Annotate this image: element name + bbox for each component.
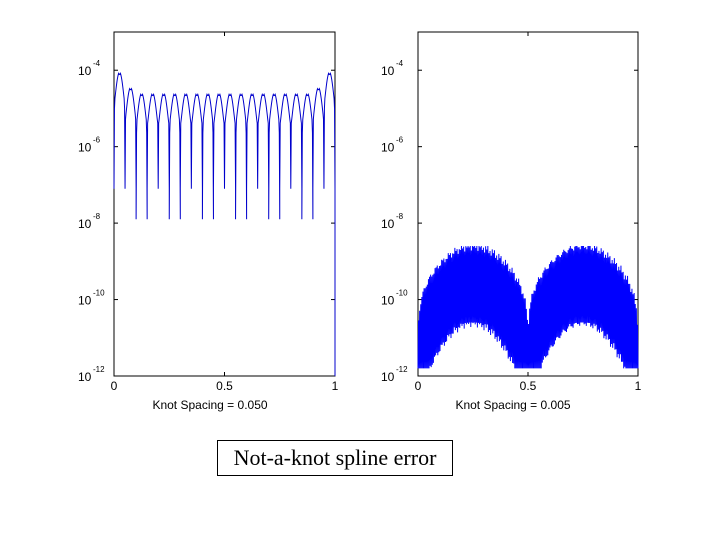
svg-text:-12: -12 <box>93 365 105 374</box>
right-x-tick-labels: 0 0.5 1 <box>415 379 642 393</box>
svg-text:-4: -4 <box>93 59 101 68</box>
svg-text:-4: -4 <box>396 59 404 68</box>
svg-text:10: 10 <box>78 217 92 231</box>
svg-text:-12: -12 <box>396 365 408 374</box>
svg-text:10: 10 <box>381 294 395 308</box>
svg-text:10: 10 <box>381 64 395 78</box>
svg-text:-6: -6 <box>396 136 404 145</box>
svg-text:-6: -6 <box>93 136 101 145</box>
svg-text:10: 10 <box>78 294 92 308</box>
svg-text:10: 10 <box>78 141 92 155</box>
right-y-tick-label: 10-4 <box>381 59 404 78</box>
left-subplot: 10-4 10-6 10-8 10-10 10-12 0 0.5 1 Knot … <box>78 31 339 412</box>
left-y-tick-label: 10-4 <box>78 59 101 78</box>
left-axes-ticks <box>113 32 336 377</box>
right-y-tick-label: 10-8 <box>381 212 404 231</box>
left-y-tick-label: 10-12 <box>78 365 105 384</box>
svg-text:10: 10 <box>381 141 395 155</box>
right-y-tick-labels: 10-4 10-6 10-8 10-10 10-12 <box>381 59 408 384</box>
left-y-tick-label: 10-8 <box>78 212 101 231</box>
caption-box: Not-a-knot spline error <box>217 440 453 476</box>
right-series-line <box>417 246 639 369</box>
svg-text:-8: -8 <box>93 212 101 221</box>
left-y-tick-label: 10-10 <box>78 289 105 308</box>
right-y-tick-label: 10-12 <box>381 365 408 384</box>
right-y-tick-label: 10-10 <box>381 289 408 308</box>
left-x-tick-label: 0.5 <box>216 379 233 393</box>
right-x-tick-label: 0 <box>415 379 422 393</box>
left-x-axis-label: Knot Spacing = 0.050 <box>152 398 267 412</box>
left-x-tick-labels: 0 0.5 1 <box>111 379 339 393</box>
caption-text: Not-a-knot spline error <box>233 445 437 470</box>
svg-text:10: 10 <box>381 217 395 231</box>
left-axes-frame <box>113 31 336 377</box>
right-y-tick-label: 10-6 <box>381 136 404 155</box>
svg-text:-10: -10 <box>93 289 105 298</box>
right-x-tick-label: 0.5 <box>520 379 537 393</box>
left-y-tick-labels: 10-4 10-6 10-8 10-10 10-12 <box>78 59 105 384</box>
svg-text:10: 10 <box>78 64 92 78</box>
right-x-tick-label: 1 <box>635 379 642 393</box>
svg-text:-10: -10 <box>396 289 408 298</box>
left-y-tick-label: 10-6 <box>78 136 101 155</box>
right-x-axis-label: Knot Spacing = 0.005 <box>455 398 570 412</box>
left-x-tick-label: 0 <box>111 379 118 393</box>
svg-text:-8: -8 <box>396 212 404 221</box>
svg-text:10: 10 <box>381 370 395 384</box>
right-subplot: 10-4 10-6 10-8 10-10 10-12 0 0.5 1 Knot … <box>381 31 642 412</box>
svg-text:10: 10 <box>78 370 92 384</box>
left-series-line <box>113 72 336 376</box>
left-x-tick-label: 1 <box>332 379 339 393</box>
